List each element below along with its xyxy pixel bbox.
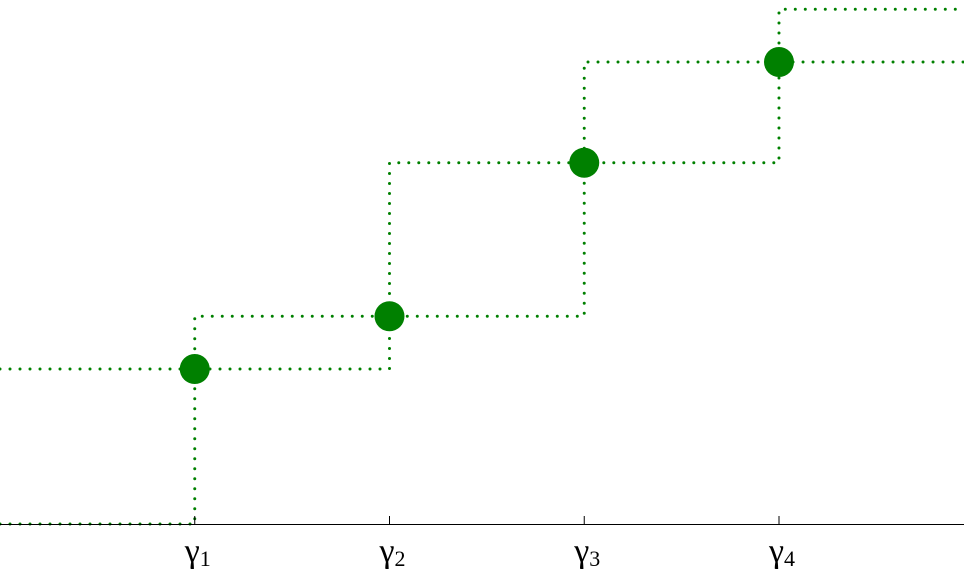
marker-layer xyxy=(179,47,794,384)
tick-label-symbol: γ xyxy=(184,533,200,570)
tick-label-subscript: 2 xyxy=(395,546,406,571)
tick-label-1: γ1 xyxy=(184,533,211,571)
tick-label-3: γ3 xyxy=(573,533,600,571)
data-point-1 xyxy=(179,353,210,384)
tick-label-subscript: 3 xyxy=(589,546,600,571)
series-line-2 xyxy=(0,60,964,371)
series-layer xyxy=(0,7,964,526)
tick-label-subscript: 1 xyxy=(200,546,211,571)
tick-label-subscript: 4 xyxy=(784,546,795,571)
tick-label-symbol: γ xyxy=(378,533,394,570)
tick-label-4: γ4 xyxy=(768,533,795,571)
data-point-2 xyxy=(374,301,405,332)
data-point-4 xyxy=(763,47,794,78)
series-line-1 xyxy=(0,7,964,526)
x-axis-ticks: γ1 γ2 γ3 γ4 xyxy=(184,516,795,571)
tick-label-symbol: γ xyxy=(768,533,784,570)
tick-label-2: γ2 xyxy=(378,533,405,571)
data-point-3 xyxy=(569,147,600,178)
tick-label-symbol: γ xyxy=(573,533,589,570)
